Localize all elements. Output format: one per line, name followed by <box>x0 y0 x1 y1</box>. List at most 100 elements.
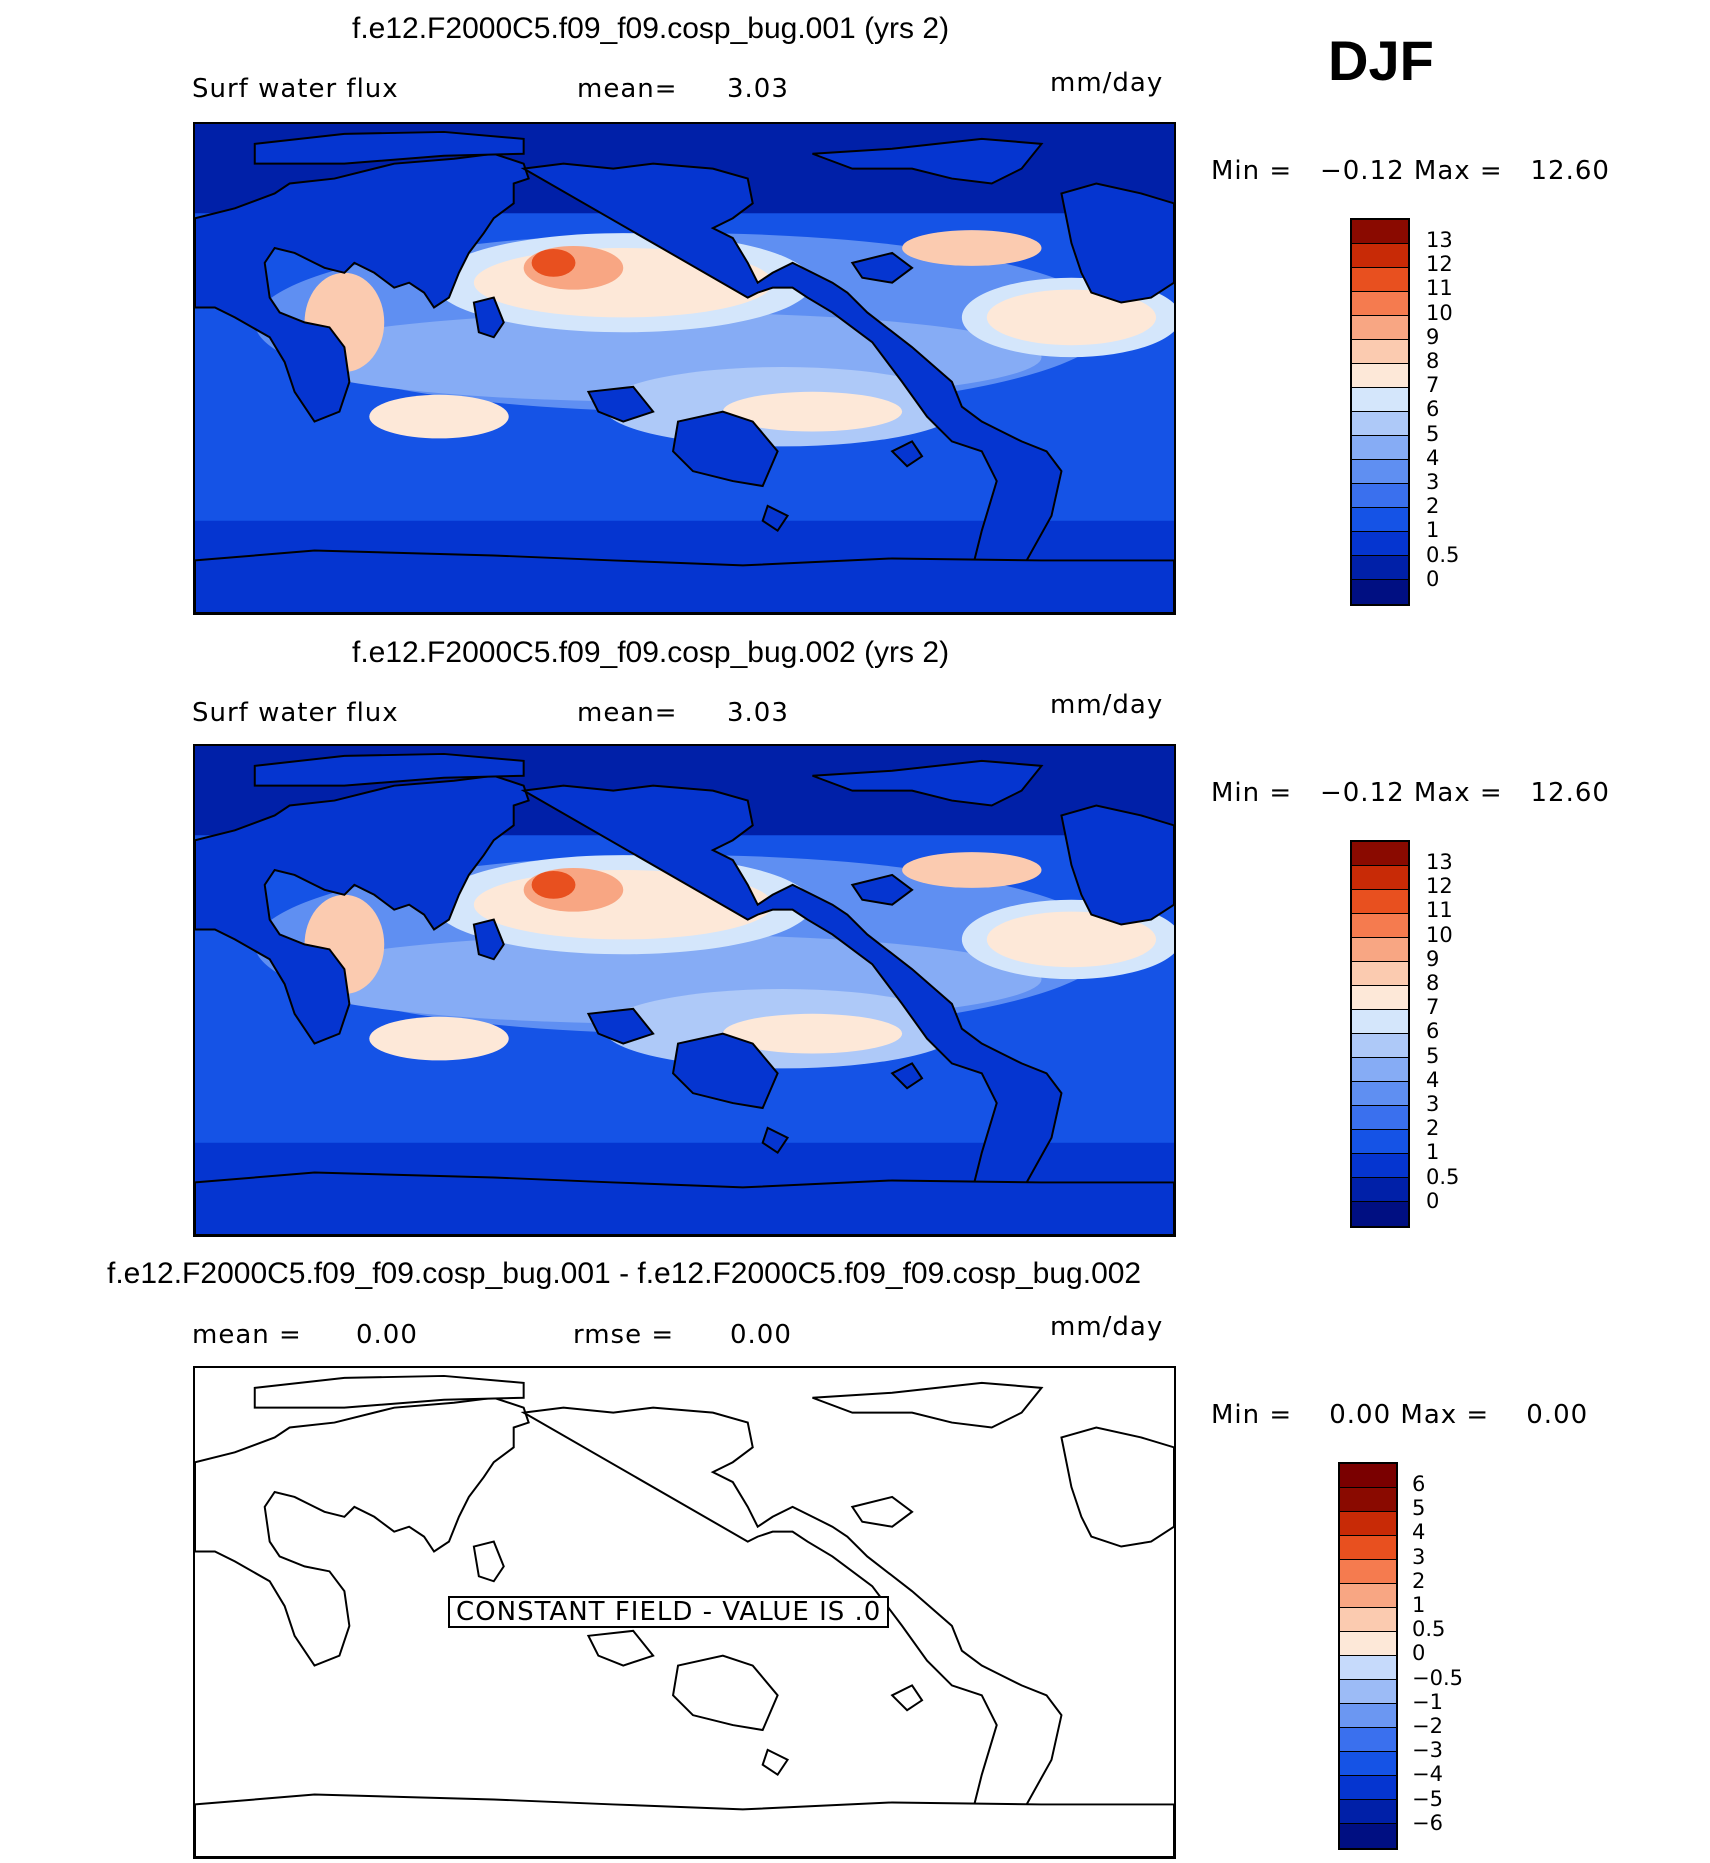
colorbar-box <box>1340 1824 1396 1848</box>
coastline <box>890 1684 924 1712</box>
coastline <box>890 440 924 468</box>
field-contour <box>902 852 1042 888</box>
colorbar-tick-label: −6 <box>1412 1810 1443 1835</box>
colorbar-box <box>1340 1632 1396 1656</box>
field-contour <box>531 248 576 277</box>
colorbar-tick-label: 5 <box>1426 421 1440 446</box>
coastline <box>1060 804 1174 926</box>
coastline <box>253 1374 525 1409</box>
panel3-rmse-label: rmse = <box>573 1320 675 1350</box>
colorbar-box <box>1340 1704 1396 1728</box>
colorbar-tick-label: 8 <box>1426 349 1440 373</box>
colorbar-box <box>1352 244 1408 268</box>
colorbar-box <box>1352 938 1408 962</box>
coastline <box>850 1495 914 1528</box>
colorbar-tick-label: 2 <box>1426 494 1440 519</box>
panel1-colorbar <box>1350 218 1410 606</box>
colorbar-box <box>1340 1656 1396 1680</box>
colorbar-tick-label: 1 <box>1426 1140 1440 1165</box>
colorbar-tick-label: 1 <box>1426 518 1440 543</box>
colorbar-box <box>1352 268 1408 292</box>
panel2-variable: Surf water flux <box>192 698 399 728</box>
colorbar-tick-label: 2 <box>1426 1116 1440 1141</box>
colorbar-box <box>1352 556 1408 580</box>
panel3-units: mm/day <box>1050 1312 1164 1342</box>
colorbar-tick-label: 3 <box>1426 1092 1440 1116</box>
coastline <box>812 759 1044 807</box>
panel1-minmax: Min = −0.12 Max = 12.60 <box>1211 156 1610 186</box>
colorbar-box <box>1352 436 1408 460</box>
colorbar-box <box>1352 532 1408 556</box>
panel2-title: f.e12.F2000C5.f09_f09.cosp_bug.002 (yrs … <box>352 636 950 669</box>
field-contour <box>986 289 1157 346</box>
colorbar-box <box>1340 1536 1396 1560</box>
colorbar-box <box>1352 1058 1408 1082</box>
colorbar-box <box>1352 292 1408 316</box>
coastline <box>195 549 1174 613</box>
colorbar-box <box>1340 1728 1396 1752</box>
coastline <box>586 1007 655 1045</box>
colorbar-tick-label: 11 <box>1426 898 1453 923</box>
colorbar-box <box>1352 1154 1408 1178</box>
panel2-map <box>193 744 1176 1237</box>
colorbar-box <box>1352 316 1408 340</box>
coastline <box>195 1793 1174 1857</box>
colorbar-box <box>1352 340 1408 364</box>
colorbar-tick-label: 0 <box>1426 566 1440 591</box>
panel1-variable: Surf water flux <box>192 74 399 104</box>
colorbar-box <box>1352 388 1408 412</box>
colorbar-box <box>1340 1800 1396 1824</box>
colorbar-tick-label: 13 <box>1426 850 1453 874</box>
coastline <box>812 1381 1044 1429</box>
colorbar-box <box>1340 1776 1396 1800</box>
colorbar-box <box>1352 1034 1408 1058</box>
colorbar-tick-label: 6 <box>1426 397 1440 422</box>
colorbar-box <box>1352 890 1408 914</box>
field-contour <box>986 911 1157 968</box>
colorbar-tick-label: 5 <box>1412 1496 1426 1521</box>
coastline <box>761 504 790 533</box>
coastline <box>850 251 914 284</box>
colorbar-box <box>1340 1512 1396 1536</box>
colorbar-box <box>1352 962 1408 986</box>
colorbar-box <box>1352 842 1408 866</box>
coastline <box>671 1654 779 1732</box>
colorbar-box <box>1352 508 1408 532</box>
colorbar-box <box>1340 1464 1396 1488</box>
field-contour <box>369 394 509 439</box>
colorbar-tick-label: 3 <box>1426 470 1440 494</box>
coastline <box>472 918 505 961</box>
panel3-mean-value: 0.00 <box>356 1320 418 1350</box>
coastline <box>812 137 1044 185</box>
coastline <box>850 873 914 906</box>
colorbar-tick-label: 9 <box>1426 324 1440 349</box>
colorbar-tick-label: 7 <box>1426 373 1440 398</box>
panel3-title: f.e12.F2000C5.f09_f09.cosp_bug.001 - f.e… <box>107 1257 1142 1290</box>
coastline <box>195 1396 530 1667</box>
coastline <box>671 410 779 488</box>
colorbar-box <box>1340 1584 1396 1608</box>
colorbar-tick-label: 2 <box>1412 1568 1426 1593</box>
coastline <box>472 296 505 339</box>
field-contour <box>369 1016 509 1061</box>
field-contour <box>902 230 1042 266</box>
panel2-field-plot <box>195 746 1174 1235</box>
colorbar-box <box>1340 1680 1396 1704</box>
colorbar-tick-label: 10 <box>1426 922 1453 947</box>
panel1-title: f.e12.F2000C5.f09_f09.cosp_bug.001 (yrs … <box>352 12 950 45</box>
panel1-mean-value: 3.03 <box>727 74 789 104</box>
colorbar-tick-label: 9 <box>1426 946 1440 971</box>
coastline <box>586 1629 655 1667</box>
colorbar-tick-label: 6 <box>1426 1019 1440 1044</box>
panel3-mean-label: mean = <box>192 1320 302 1350</box>
coastline <box>195 774 530 1045</box>
colorbar-tick-label: 0 <box>1412 1641 1426 1666</box>
coastline <box>520 162 1063 592</box>
colorbar-box <box>1352 484 1408 508</box>
coastline <box>195 1171 1174 1235</box>
colorbar-box <box>1352 412 1408 436</box>
panel2-minmax: Min = −0.12 Max = 12.60 <box>1211 778 1610 808</box>
season-label: DJF <box>1328 29 1434 92</box>
colorbar-box <box>1352 914 1408 938</box>
panel2-mean-value: 3.03 <box>727 698 789 728</box>
